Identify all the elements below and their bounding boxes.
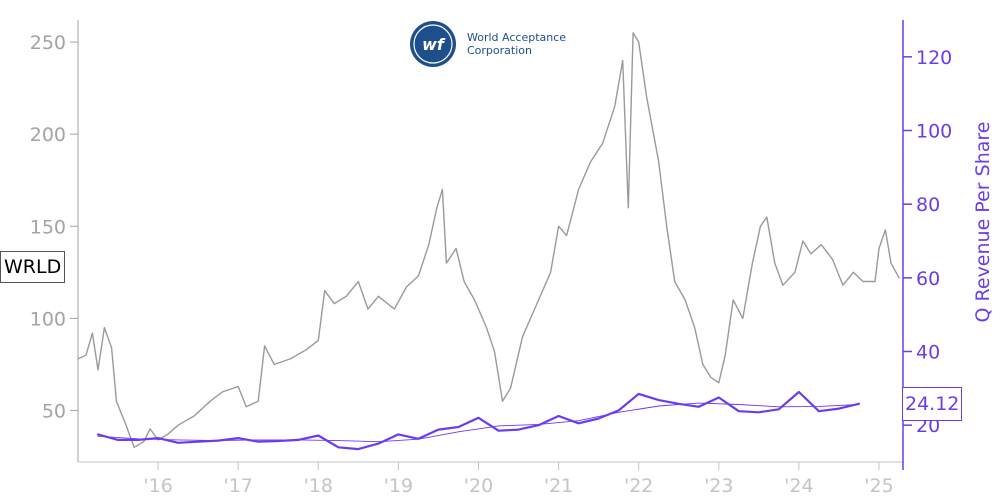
right-axis-label: Q Revenue Per Share <box>972 122 994 323</box>
left-tick-label: 50 <box>42 400 66 422</box>
right-tick-label: 100 <box>916 121 952 143</box>
price-line <box>77 32 900 448</box>
logo-line2: Corporation <box>467 44 532 57</box>
logo-ring-icon <box>413 24 453 64</box>
x-tick-label: '20 <box>464 475 493 497</box>
logo-line1: World Acceptance <box>467 31 566 44</box>
x-tick-label: '16 <box>143 475 172 497</box>
revenue-trend-line <box>97 402 860 443</box>
x-tick-label: '19 <box>384 475 413 497</box>
left-tick-label: 150 <box>30 216 66 238</box>
right-tick-label: 60 <box>916 268 940 290</box>
right-tick-label: 40 <box>916 342 940 364</box>
left-tick-label: 200 <box>30 124 66 146</box>
x-tick-label: '17 <box>223 475 252 497</box>
logo: wf World Acceptance Corporation <box>410 21 566 67</box>
x-tick-label: '23 <box>704 475 733 497</box>
logo-icon <box>410 21 456 67</box>
ticker-label: WRLD <box>0 251 66 283</box>
left-tick-label: 100 <box>30 308 66 330</box>
x-tick-label: '25 <box>864 475 893 497</box>
x-tick-label: '18 <box>304 475 333 497</box>
x-tick-label: '24 <box>784 475 813 497</box>
last-value-label: 24.12 <box>902 387 963 421</box>
axes <box>77 20 904 470</box>
right-tick-label: 120 <box>916 47 952 69</box>
x-tick-label: '21 <box>544 475 573 497</box>
left-axis-ticks: 50 100 150 200 250 <box>30 32 78 422</box>
plot-area <box>77 32 900 451</box>
logo-monogram: wf <box>422 35 446 54</box>
x-tick-label: '22 <box>624 475 653 497</box>
left-tick-label: 250 <box>30 32 66 54</box>
x-axis-ticks: '16 '17 '18 '19 '20 '21 '22 '23 '24 '25 <box>143 462 894 497</box>
right-tick-label: 80 <box>916 194 940 216</box>
revenue-line <box>96 390 861 451</box>
